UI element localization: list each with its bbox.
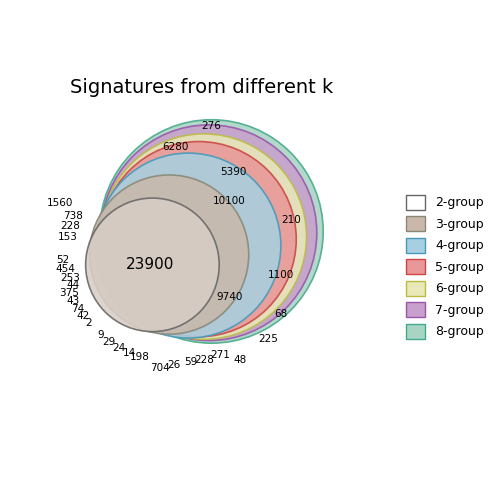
Circle shape (100, 120, 323, 343)
Circle shape (86, 198, 219, 332)
Text: 9: 9 (98, 331, 104, 341)
Text: 10100: 10100 (213, 196, 246, 206)
Text: 26: 26 (168, 360, 181, 370)
Text: 153: 153 (58, 232, 78, 241)
Text: 253: 253 (60, 273, 80, 283)
Text: 23900: 23900 (125, 258, 174, 272)
Text: 29: 29 (102, 337, 115, 347)
Circle shape (101, 125, 317, 341)
Text: 704: 704 (150, 362, 170, 372)
Text: 1100: 1100 (268, 270, 294, 280)
Text: 52: 52 (56, 255, 69, 265)
Circle shape (101, 142, 296, 337)
Text: 24: 24 (112, 343, 125, 353)
Text: 6280: 6280 (162, 142, 188, 152)
Text: 42: 42 (77, 311, 90, 321)
Text: 228: 228 (60, 221, 80, 231)
Text: 9740: 9740 (216, 292, 242, 302)
Text: 2: 2 (85, 318, 92, 328)
Text: 5390: 5390 (220, 167, 246, 177)
Text: 14: 14 (122, 348, 136, 358)
Text: 59: 59 (184, 357, 198, 367)
Circle shape (101, 134, 306, 339)
Text: 43: 43 (66, 296, 80, 306)
Text: 1560: 1560 (47, 198, 73, 208)
Text: 48: 48 (233, 355, 246, 365)
Circle shape (96, 153, 281, 338)
Text: 225: 225 (258, 334, 278, 344)
Text: 228: 228 (194, 355, 214, 365)
Text: 210: 210 (281, 215, 301, 225)
Text: 454: 454 (55, 264, 75, 274)
Text: 271: 271 (211, 350, 230, 360)
Text: 68: 68 (274, 308, 287, 319)
Legend: 2-group, 3-group, 4-group, 5-group, 6-group, 7-group, 8-group: 2-group, 3-group, 4-group, 5-group, 6-gr… (401, 190, 489, 344)
Title: Signatures from different k: Signatures from different k (70, 78, 333, 97)
Text: 74: 74 (71, 303, 85, 313)
Text: 375: 375 (59, 288, 79, 298)
Text: 44: 44 (66, 280, 80, 290)
Text: 198: 198 (130, 352, 150, 362)
Text: 276: 276 (202, 121, 221, 131)
Text: 738: 738 (63, 211, 83, 221)
Circle shape (90, 175, 249, 334)
